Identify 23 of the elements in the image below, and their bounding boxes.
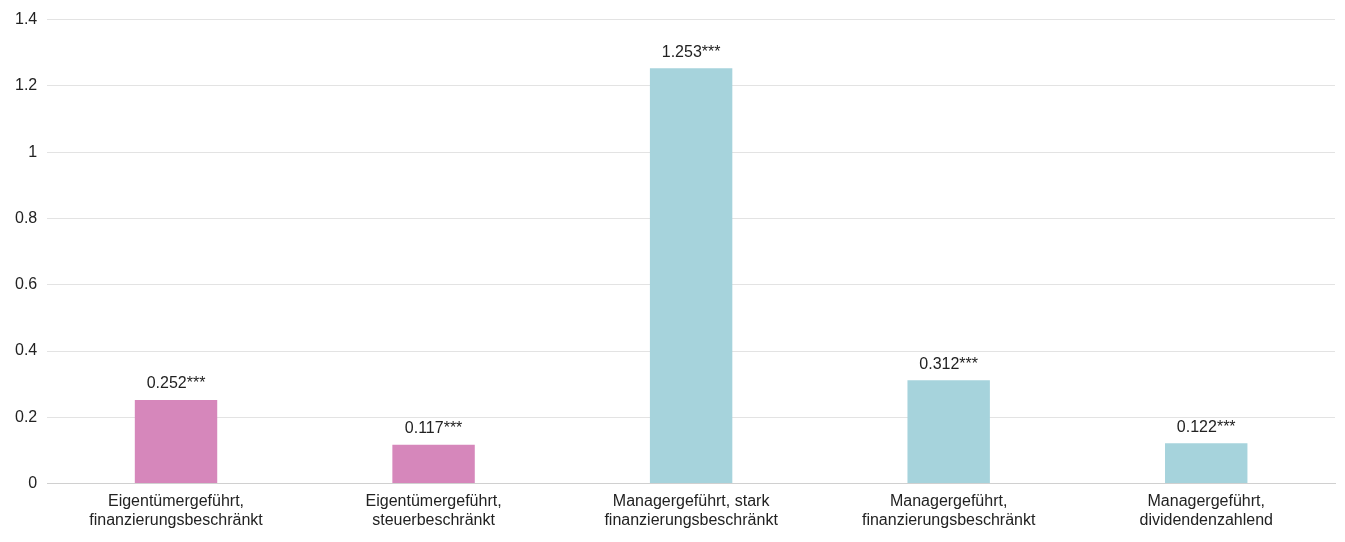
bar xyxy=(907,380,990,484)
y-tick-label: 1.4 xyxy=(14,10,38,28)
y-tick-label: 0.2 xyxy=(14,407,38,425)
y-tick-label: 0.8 xyxy=(14,208,38,226)
bar xyxy=(1165,443,1248,484)
data-label: 0.252*** xyxy=(146,374,206,392)
data-label: 1.253*** xyxy=(661,42,721,60)
bar xyxy=(392,444,475,484)
y-tick-label: 1 xyxy=(28,142,38,160)
y-tick-label: 0.6 xyxy=(14,275,38,293)
data-label: 0.312*** xyxy=(919,354,979,372)
y-tick-label: 0 xyxy=(28,474,38,492)
x-tick-label: Managergeführt, stark finanzierungsbeschränkt xyxy=(604,491,779,528)
data-label: 0.117*** xyxy=(404,419,463,437)
y-tick-label: 0.4 xyxy=(14,341,38,359)
y-tick-label: 1.2 xyxy=(14,76,38,94)
bar xyxy=(134,400,218,484)
bar xyxy=(649,68,733,484)
x-tick-label: Eigentümergeführt, finanzierungsbeschränkt xyxy=(89,491,264,528)
data-label: 0.122*** xyxy=(1176,417,1236,435)
x-tick-label: Eigentümergeführt, steuerbeschränkt xyxy=(365,491,502,528)
x-tick-label: Managergeführt, finanzierungsbeschränkt xyxy=(861,491,1036,528)
x-tick-label: Managergeführt, dividendenzahlend xyxy=(1139,491,1273,528)
